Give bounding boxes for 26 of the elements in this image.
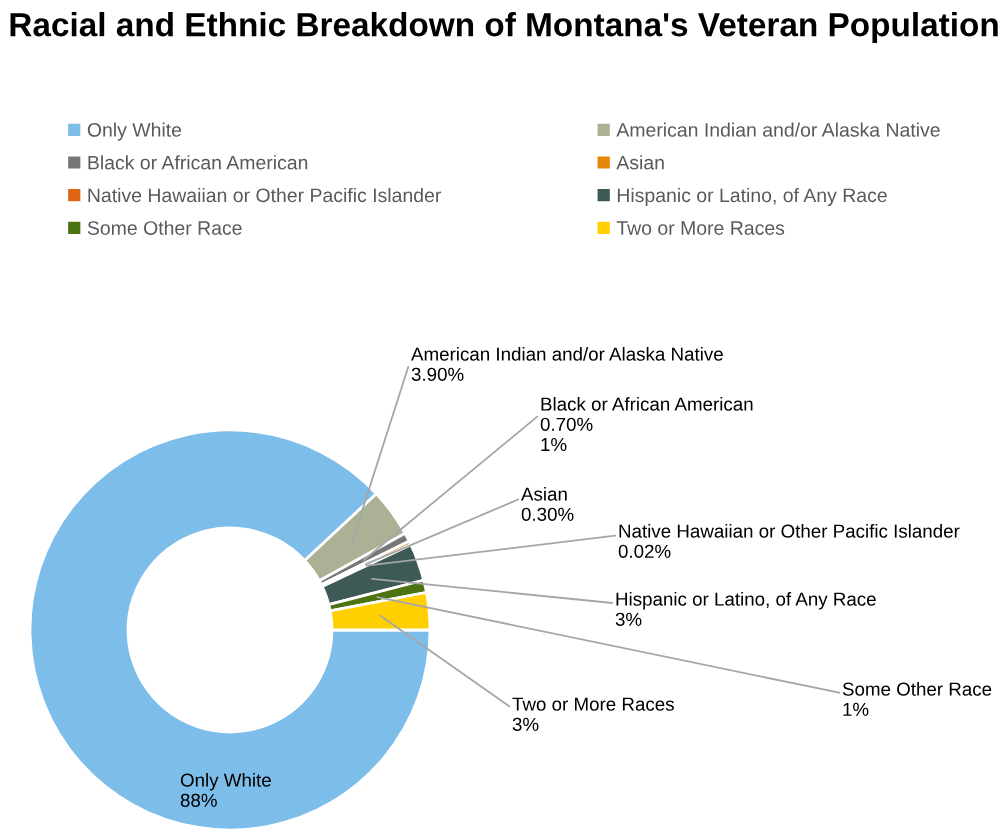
data-label: 3%	[615, 612, 642, 626]
legend-label: Asian	[616, 155, 664, 170]
data-label: 3%	[512, 717, 539, 731]
chart-title: Racial and Ethnic Breakdown of Montana's Veteran Population	[10, 12, 998, 44]
data-label: 3.90%	[411, 367, 464, 381]
legend-label: Hispanic or Latino, of Any Race	[617, 187, 887, 207]
legend-label: Some Other Race	[87, 220, 242, 235]
data-label: 0.02%	[618, 544, 671, 558]
slice-label: Two or More Races	[512, 697, 674, 711]
data-label: 0.30%	[521, 507, 574, 521]
data-label: 1%	[843, 702, 869, 716]
legend-label: American Indian and/or Alaska Native	[616, 122, 940, 137]
data-label: 88%	[180, 793, 217, 807]
data-label: 0.70% 1%	[540, 417, 593, 452]
slice-label: Asian	[521, 487, 567, 501]
legend-label: Native Hawaiian or Other Pacific Islander	[88, 187, 442, 203]
slice-label: Black or African American	[541, 397, 753, 411]
slice-label: Some Other Race	[842, 682, 992, 696]
legend-label: Only White	[87, 122, 182, 141]
donut-slice	[28, 428, 432, 832]
slice-label: Only White	[180, 773, 271, 791]
slice-label: Native Hawaiian or Other Pacific Islander	[619, 524, 960, 538]
legend-label: Two or More Races	[616, 221, 785, 235]
legend-label: Black or African American	[88, 155, 308, 170]
slice-label: American Indian and/or Alaska Native	[411, 347, 723, 361]
slice-label: Hispanic or Latino, of Any Race	[616, 592, 876, 610]
